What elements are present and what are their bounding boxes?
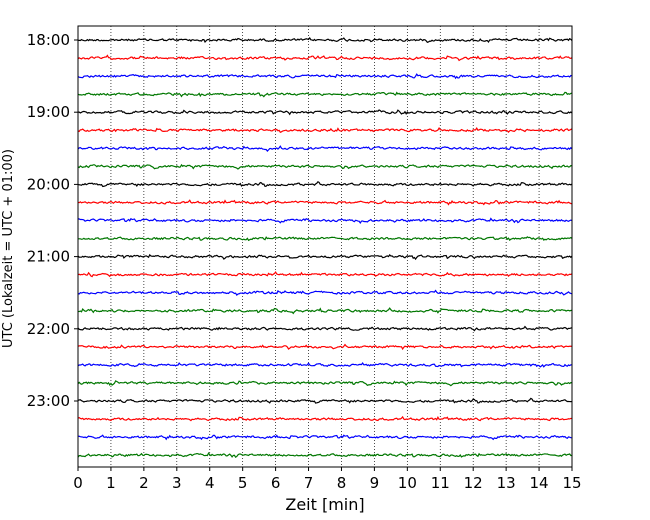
seismogram-trace bbox=[77, 181, 573, 188]
trace-group bbox=[77, 36, 573, 459]
x-tick-label: 11 bbox=[431, 474, 450, 492]
plot-frame bbox=[77, 25, 573, 468]
y-tick-label: 18:00 bbox=[27, 31, 70, 49]
seismogram-trace bbox=[77, 126, 573, 134]
seismogram-trace bbox=[77, 91, 573, 98]
y-tick-label: 19:00 bbox=[27, 103, 70, 121]
x-tick-label: 0 bbox=[73, 474, 83, 492]
seismogram-trace bbox=[77, 362, 573, 368]
seismogram-trace bbox=[77, 343, 573, 351]
x-tick-label: 1 bbox=[106, 474, 116, 492]
seismogram-trace bbox=[77, 253, 573, 261]
x-tick-label: 10 bbox=[398, 474, 417, 492]
y-tick-label: 22:00 bbox=[27, 320, 70, 338]
x-axis-ticks: 0 1 2 3 4 5 6 7 8 9 10 11 12 13 14 15 bbox=[73, 467, 582, 492]
y-axis-ticks: 18:00 19:00 20:00 21:00 22:00 23:00 bbox=[27, 31, 78, 410]
seismogram-trace bbox=[77, 380, 573, 387]
seismogram-trace bbox=[77, 307, 573, 315]
x-tick-label: 12 bbox=[464, 474, 483, 492]
x-axis-label: Zeit [min] bbox=[285, 495, 364, 514]
x-tick-label: 2 bbox=[139, 474, 149, 492]
y-axis-label: UTC (Lokalzeit = UTC + 01:00) bbox=[1, 149, 16, 348]
seismogram-trace bbox=[77, 415, 573, 422]
x-tick-label: 6 bbox=[271, 474, 281, 492]
seismogram-trace bbox=[77, 270, 573, 278]
seismogram-trace bbox=[77, 109, 573, 116]
seismogram-trace bbox=[77, 199, 573, 206]
x-tick-label: 13 bbox=[497, 474, 516, 492]
seismogram-trace bbox=[77, 217, 573, 224]
seismogram-trace bbox=[77, 434, 573, 441]
seismogram-trace bbox=[77, 451, 573, 459]
x-tick-label: 9 bbox=[370, 474, 380, 492]
x-tick-label: 7 bbox=[304, 474, 314, 492]
x-tick-label: 5 bbox=[238, 474, 248, 492]
seismogram-trace bbox=[77, 289, 573, 296]
x-tick-label: 3 bbox=[172, 474, 182, 492]
seismogram-trace bbox=[77, 54, 573, 62]
seismogram-trace bbox=[77, 397, 573, 404]
x-tick-label: 8 bbox=[337, 474, 347, 492]
y-tick-label: 21:00 bbox=[27, 248, 70, 266]
y-tick-label: 23:00 bbox=[27, 392, 70, 410]
x-tick-label: 4 bbox=[205, 474, 215, 492]
seismogram-trace bbox=[77, 145, 573, 152]
y-tick-label: 20:00 bbox=[27, 175, 70, 193]
seismogram-trace bbox=[77, 236, 573, 242]
seismogram-trace bbox=[77, 36, 573, 44]
x-tick-label: 15 bbox=[562, 474, 581, 492]
x-tick-label: 14 bbox=[530, 474, 549, 492]
seismogram-trace bbox=[77, 325, 573, 332]
seismogram-trace bbox=[77, 73, 573, 80]
seismogram-trace bbox=[77, 163, 573, 170]
